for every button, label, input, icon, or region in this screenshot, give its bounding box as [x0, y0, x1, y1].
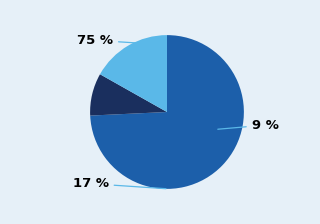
Wedge shape	[100, 35, 167, 112]
Text: 17 %: 17 %	[73, 177, 166, 190]
Wedge shape	[90, 35, 244, 189]
Text: 9 %: 9 %	[218, 118, 279, 132]
Wedge shape	[90, 74, 167, 116]
Text: 75 %: 75 %	[77, 34, 148, 47]
